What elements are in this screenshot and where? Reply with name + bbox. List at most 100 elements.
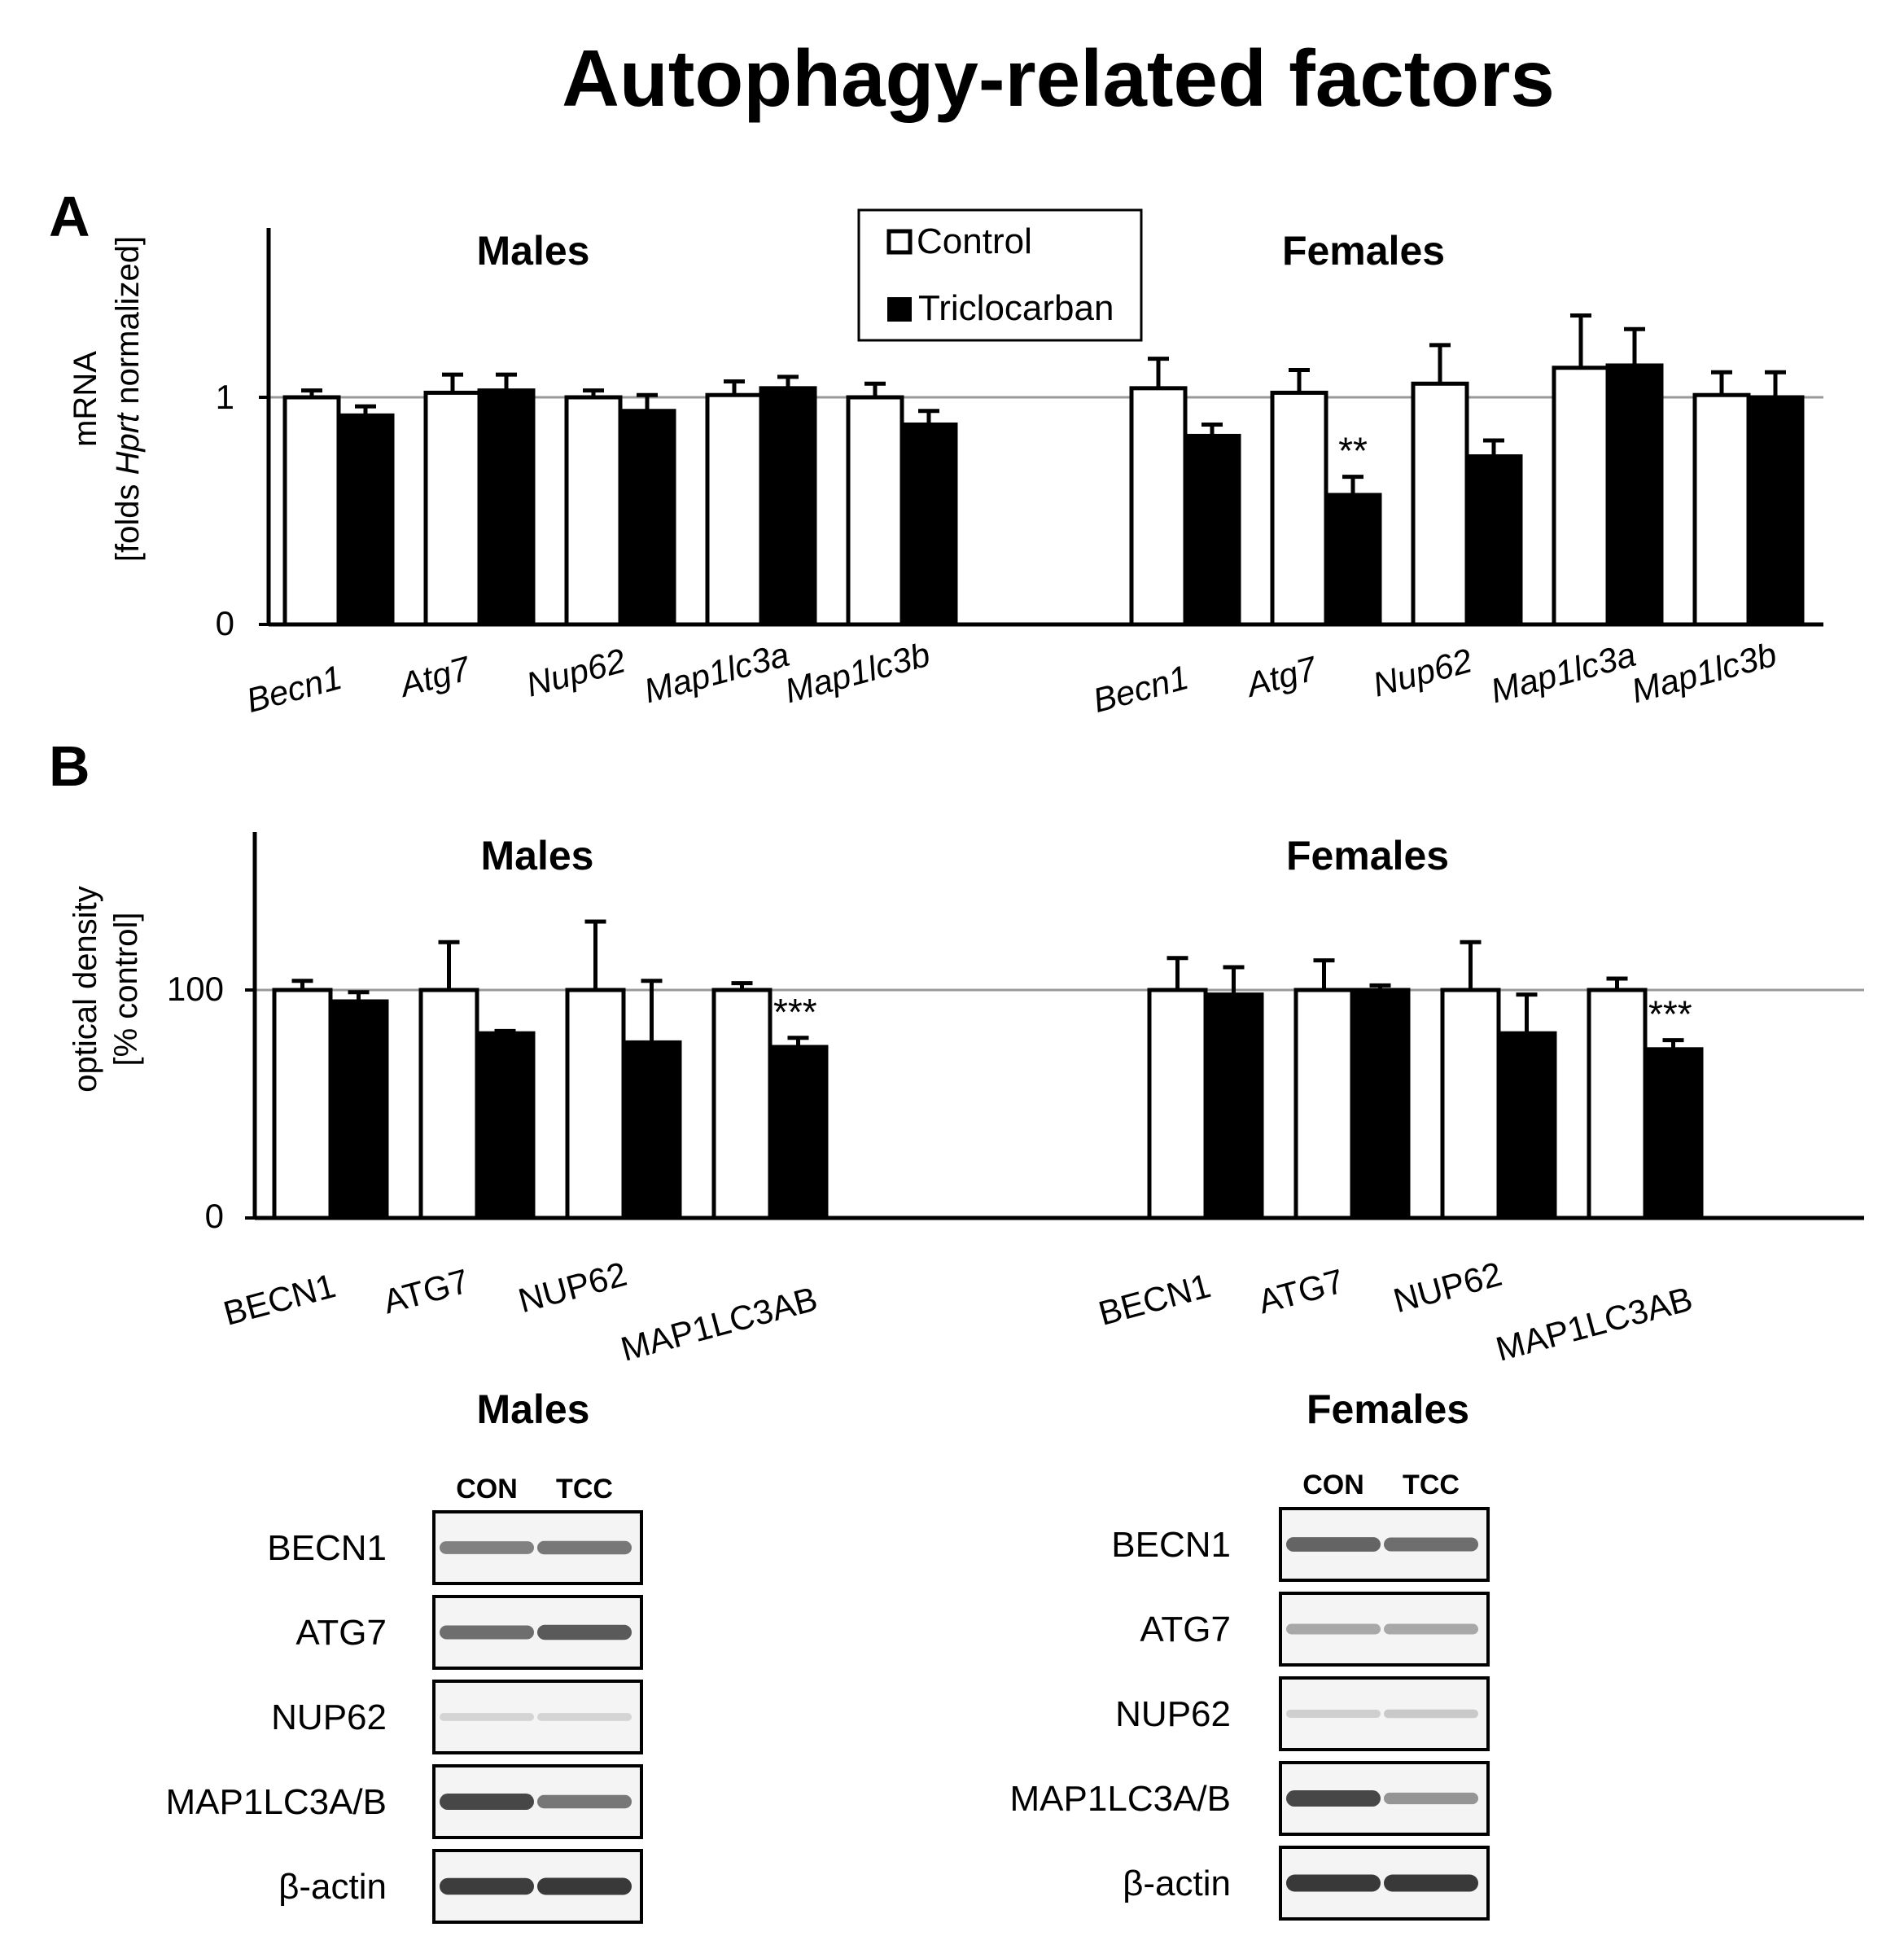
- bar-control-becn1: [272, 988, 333, 1220]
- panel-b-ylabel-line1: optical density: [68, 886, 103, 1092]
- panel-b-ylabel-line2: [% control]: [108, 913, 144, 1067]
- category-label: Map1lc3a: [640, 635, 793, 711]
- bar-control-atg7: [1293, 988, 1355, 1220]
- panel-b-group-males: Males: [481, 833, 594, 878]
- panel-b-plot: BECN1 ATG7 NUP62 *** MAP1LC3AB BECN1 ATG7 NUP62…: [220, 832, 1864, 1369]
- bar-control-nup62: [1440, 988, 1501, 1220]
- blot-row-label: ATG7: [1140, 1610, 1231, 1649]
- ylabel-italic-gene: Hprt: [110, 412, 146, 475]
- blot-title: Females: [1307, 1386, 1469, 1432]
- category-label: Atg7: [394, 649, 475, 705]
- bar-control-map1lc3ab: [1587, 988, 1648, 1220]
- significance-marker: ***: [1648, 993, 1692, 1036]
- category-label: NUP62: [514, 1255, 631, 1320]
- category-label: BECN1: [1095, 1266, 1215, 1333]
- lane-label-con: CON: [456, 1474, 518, 1505]
- bar-control-atg7: [423, 390, 482, 627]
- blot-row-label: MAP1LC3A/B: [166, 1782, 387, 1822]
- category-label: Nup62: [522, 641, 629, 703]
- panel-b-ytick-100: 100: [167, 970, 224, 1008]
- bar-treated-becn1: [1183, 433, 1241, 627]
- protein-band: [1384, 1709, 1478, 1719]
- protein-band: [537, 1540, 632, 1555]
- protein-band: [1286, 1790, 1381, 1807]
- category-label: MAP1LC3AB: [1492, 1279, 1696, 1368]
- panel-b-ylabel: optical density [% control]: [68, 886, 144, 1092]
- bar-control-map1lc3b: [846, 395, 904, 627]
- panel-a-ylabel-line1: mRNA: [68, 351, 103, 447]
- blot-panel-females: Females CON TCC BECN1 ATG7 NUP62 MAP1LC3A/B β-a…: [1010, 1386, 1490, 1921]
- panel-b-letter: B: [49, 734, 90, 798]
- protein-band: [537, 1794, 632, 1809]
- significance-marker: ***: [773, 991, 817, 1033]
- bar-treated-nup62: [1464, 454, 1523, 627]
- legend-control-swatch: [886, 229, 913, 255]
- category-label: Map1lc3a: [1486, 635, 1639, 711]
- bar-control-atg7: [1270, 390, 1328, 627]
- protein-band: [440, 1713, 534, 1721]
- lane-label-tcc: TCC: [1403, 1470, 1460, 1500]
- bar-treated-nup62: [621, 1040, 682, 1220]
- bar-control-becn1: [282, 395, 341, 627]
- blot-title: Males: [477, 1386, 590, 1432]
- bar-control-nup62: [1411, 381, 1469, 627]
- protein-band: [1286, 1623, 1381, 1635]
- bar-control-map1lc3a: [705, 392, 764, 627]
- bar-control-becn1: [1129, 386, 1188, 627]
- bar-control-nup62: [564, 395, 623, 627]
- protein-band: [440, 1625, 534, 1640]
- blot-row-label: ATG7: [295, 1613, 387, 1653]
- bar-treated-map1lc3ab: [1643, 1047, 1704, 1220]
- category-label: Becn1: [1089, 658, 1193, 720]
- panel-a-group-males: Males: [477, 228, 590, 274]
- bar-control-map1lc3ab: [711, 988, 773, 1220]
- panel-a-ytick-0: 0: [216, 604, 234, 642]
- bar-treated-nup62: [618, 409, 676, 627]
- protein-band: [1286, 1537, 1381, 1552]
- protein-band: [537, 1877, 632, 1895]
- bar-treated-atg7: [1324, 493, 1382, 627]
- category-label: Atg7: [1241, 649, 1322, 705]
- panel-a-letter: A: [49, 185, 90, 248]
- bar-treated-map1lc3a: [1605, 363, 1664, 627]
- significance-marker: **: [1338, 430, 1368, 472]
- lane-label-tcc: TCC: [556, 1474, 613, 1505]
- panel-a-group-females: Females: [1282, 228, 1445, 274]
- bar-treated-atg7: [1350, 988, 1411, 1220]
- category-label: Map1lc3b: [1627, 635, 1780, 711]
- panel-a-ylabel: mRNA [folds Hprt normalized]: [68, 236, 146, 562]
- bar-treated-becn1: [1203, 992, 1264, 1220]
- lane-label-con: CON: [1302, 1470, 1364, 1500]
- protein-band: [1384, 1792, 1478, 1805]
- bar-treated-map1lc3a: [759, 386, 817, 627]
- bar-control-map1lc3b: [1692, 392, 1751, 627]
- category-label: MAP1LC3AB: [617, 1279, 821, 1368]
- category-label: NUP62: [1390, 1255, 1506, 1320]
- bar-treated-nup62: [1496, 1031, 1557, 1220]
- blot-row-label: NUP62: [1115, 1694, 1231, 1734]
- protein-band: [1384, 1623, 1478, 1635]
- blot-row-label: MAP1LC3A/B: [1010, 1779, 1231, 1819]
- ylabel-post: normalized]: [110, 236, 146, 414]
- blot-row-label: NUP62: [271, 1697, 387, 1737]
- protein-band: [440, 1877, 534, 1895]
- ylabel-pre: [folds: [110, 475, 146, 562]
- panel-b-ytick-0: 0: [205, 1197, 224, 1235]
- legend-control-label: Control: [917, 221, 1032, 261]
- bar-control-nup62: [565, 988, 626, 1220]
- category-label: Becn1: [243, 658, 346, 720]
- blot-row-label: β-actin: [1123, 1864, 1231, 1903]
- protein-band: [537, 1713, 632, 1721]
- bar-treated-becn1: [336, 413, 395, 627]
- category-label: ATG7: [379, 1262, 473, 1321]
- protein-band: [440, 1541, 534, 1554]
- bar-control-atg7: [418, 988, 479, 1220]
- panel-b-group-females: Females: [1286, 833, 1449, 878]
- protein-band: [537, 1624, 632, 1640]
- category-label: Map1lc3b: [781, 635, 934, 711]
- blot-row-label: BECN1: [1111, 1525, 1231, 1565]
- blot-panel-males: Males CON TCC BECN1 ATG7 NUP62 MAP1LC3A/B β-act…: [166, 1386, 643, 1924]
- figure-title: Autophagy-related factors: [562, 33, 1555, 123]
